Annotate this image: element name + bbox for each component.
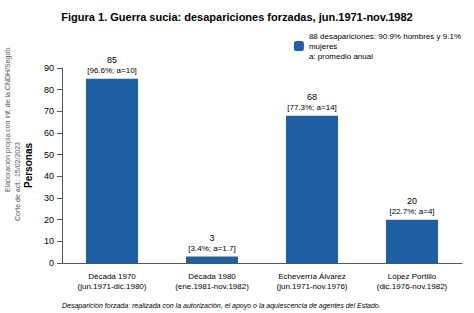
svg-text:Década 1970: Década 1970 [88, 272, 136, 281]
svg-text:88 desapariciones: 90.9% hombr: 88 desapariciones: 90.9% hombres y 9.1% [309, 32, 461, 41]
svg-text:Elaboración propia con inf. de: Elaboración propia con inf. de la CNDH/S… [4, 46, 12, 192]
svg-text:20: 20 [407, 196, 417, 206]
svg-text:López Portillo: López Portillo [388, 272, 437, 281]
svg-text:[22.7%; a=4]: [22.7%; a=4] [389, 207, 434, 216]
svg-text:80: 80 [44, 85, 54, 95]
svg-text:10: 10 [44, 236, 54, 246]
svg-text:3: 3 [209, 233, 214, 243]
svg-text:(jun.1971-dic.1980): (jun.1971-dic.1980) [78, 282, 147, 291]
svg-text:Década 1980: Década 1980 [188, 272, 236, 281]
svg-text:85: 85 [107, 55, 117, 65]
svg-text:20: 20 [44, 215, 54, 225]
svg-text:Desaparición forzada: realizad: Desaparición forzada: realizada con la a… [62, 302, 381, 310]
svg-text:(jun.1971-nov.1976): (jun.1971-nov.1976) [276, 282, 347, 291]
svg-text:90: 90 [44, 63, 54, 73]
svg-text:0: 0 [49, 258, 54, 268]
svg-text:70: 70 [44, 106, 54, 116]
svg-text:50: 50 [44, 150, 54, 160]
svg-text:[96.6%; a=10]: [96.6%; a=10] [87, 66, 137, 75]
svg-text:Personas: Personas [23, 143, 34, 188]
svg-text:mujeres: mujeres [309, 42, 337, 51]
svg-text:30: 30 [44, 193, 54, 203]
svg-text:(ene.1981-nov.1982): (ene.1981-nov.1982) [175, 282, 249, 291]
svg-text:Echeverría Álvarez: Echeverría Álvarez [278, 272, 346, 281]
svg-text:a: promedio anual: a: promedio anual [309, 52, 373, 61]
svg-text:[3.4%; a=1.7]: [3.4%; a=1.7] [188, 244, 235, 253]
svg-text:40: 40 [44, 171, 54, 181]
svg-text:[77.3%; a=14]: [77.3%; a=14] [287, 103, 337, 112]
svg-text:Figura 1. Guerra sucia: desapa: Figura 1. Guerra sucia: desapariciones f… [61, 11, 412, 23]
svg-text:(dic.1976-nov.1982): (dic.1976-nov.1982) [377, 282, 448, 291]
svg-text:68: 68 [307, 92, 317, 102]
svg-text:60: 60 [44, 128, 54, 138]
svg-text:Corte de act.: 15/02/2023: Corte de act.: 15/02/2023 [14, 142, 21, 221]
